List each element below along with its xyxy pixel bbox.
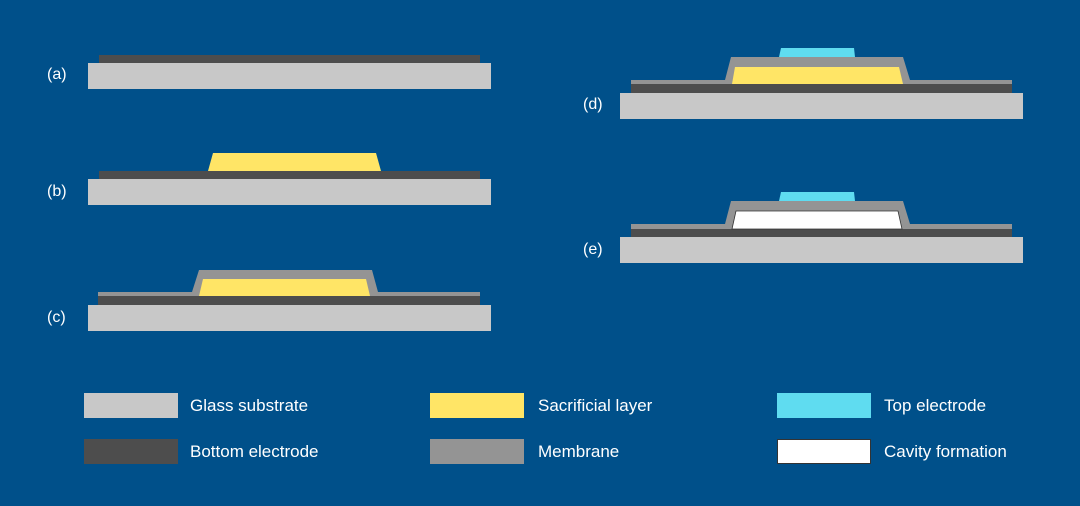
step-e <box>620 192 1023 263</box>
sacrificial-layer <box>732 67 903 84</box>
bottom-electrode <box>631 84 1012 93</box>
top-electrode <box>779 192 855 201</box>
legend-label: Bottom electrode <box>190 442 319 461</box>
step-label-c: (c) <box>47 309 66 326</box>
step-b <box>88 153 491 205</box>
legend-label: Top electrode <box>884 396 987 415</box>
legend-swatch-bottom-electrode <box>84 439 178 464</box>
cavity <box>731 210 903 230</box>
bottom-electrode <box>99 55 480 63</box>
bottom-electrode <box>99 171 480 179</box>
legend-label: Sacrificial layer <box>538 396 653 415</box>
glass-substrate <box>620 237 1023 263</box>
legend-swatch-membrane <box>430 439 524 464</box>
step-d <box>620 48 1023 119</box>
glass-substrate <box>88 179 491 205</box>
step-c <box>88 270 491 331</box>
top-electrode <box>779 48 855 57</box>
step-label-e: (e) <box>583 241 603 258</box>
legend-swatch-top-electrode <box>777 393 871 418</box>
legend-swatch-cavity-formation <box>777 439 871 464</box>
bottom-electrode <box>631 229 1012 237</box>
legend-label: Cavity formation <box>884 442 1007 461</box>
legend-label: Glass substrate <box>190 396 309 415</box>
sacrificial-layer <box>199 279 370 296</box>
step-a <box>88 55 491 89</box>
legend-label: Membrane <box>538 442 620 461</box>
step-label-d: (d) <box>583 96 603 113</box>
glass-substrate <box>620 93 1023 119</box>
step-label-a: (a) <box>47 66 67 83</box>
glass-substrate <box>88 63 491 89</box>
step-label-b: (b) <box>47 183 67 200</box>
legend-swatch-sacrificial-layer <box>430 393 524 418</box>
sacrificial-layer <box>208 153 381 171</box>
glass-substrate <box>88 305 491 331</box>
legend-swatch-glass-substrate <box>84 393 178 418</box>
bottom-electrode <box>98 296 480 305</box>
